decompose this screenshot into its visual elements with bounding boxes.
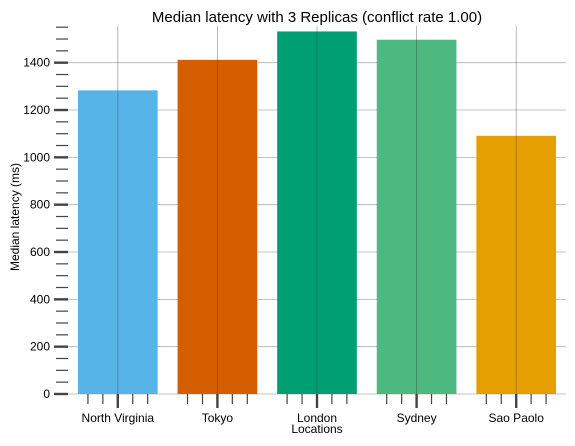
x-tick-label: North Virginia [82,411,155,425]
bar [77,90,158,394]
y-tick-label: 1000 [23,150,50,164]
bar [376,39,457,394]
y-tick-label: 600 [30,245,50,259]
y-tick-label: 200 [30,340,50,354]
bars [77,31,557,395]
bar [177,59,258,395]
x-tick-label: Sao Paolo [489,411,545,425]
chart-title: Median latency with 3 Replicas (conflict… [152,9,482,26]
y-tick-label: 0 [43,387,50,401]
y-axis-label: Median latency (ms) [8,163,22,271]
bar [277,31,357,395]
y-axis: 0 200 400 600 800 1000 1200 1400 [23,26,68,401]
x-axis-label: Locations [291,422,342,436]
x-tick-label: Sydney [397,411,437,425]
y-tick-label: 800 [30,198,50,212]
y-tick-label: 400 [30,292,50,306]
x-tick-label: Tokyo [202,411,234,425]
y-tick-label: 1200 [23,103,50,117]
bar [476,135,557,395]
x-tick-label: London [297,411,337,425]
y-tick-label: 1400 [23,56,50,70]
x-axis: North Virginia Tokyo London Sydney Sao Paolo [82,394,547,425]
